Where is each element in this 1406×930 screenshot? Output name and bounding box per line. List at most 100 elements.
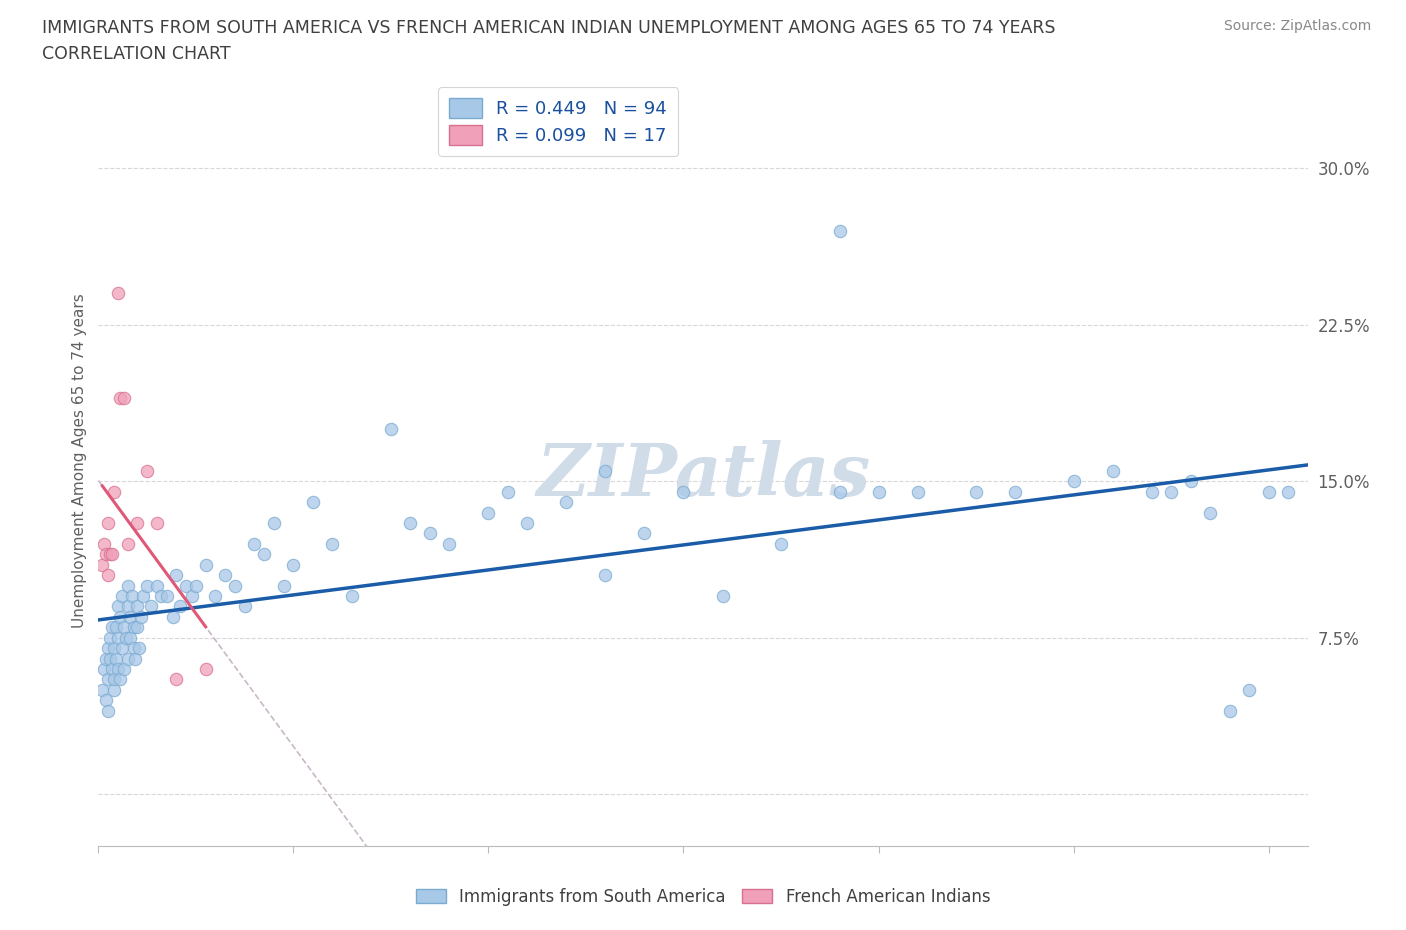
Point — [399, 515, 422, 530]
Text: Source: ZipAtlas.com: Source: ZipAtlas.com — [1223, 19, 1371, 33]
Point — [828, 223, 851, 238]
Point — [117, 599, 139, 614]
Point — [96, 547, 118, 562]
Point — [122, 619, 145, 634]
Point — [117, 651, 139, 666]
Point — [184, 578, 207, 593]
Point — [136, 463, 159, 478]
Point — [1237, 683, 1260, 698]
Legend: Immigrants from South America, French American Indians: Immigrants from South America, French Am… — [409, 881, 997, 912]
Point — [132, 589, 155, 604]
Point — [121, 589, 143, 604]
Point — [101, 547, 124, 562]
Point — [1180, 473, 1202, 488]
Point — [98, 547, 121, 562]
Point — [104, 619, 127, 634]
Point — [194, 557, 217, 572]
Point — [127, 619, 149, 634]
Point — [103, 683, 125, 698]
Point — [112, 619, 135, 634]
Point — [118, 631, 141, 645]
Point — [146, 515, 169, 530]
Point — [253, 547, 276, 562]
Point — [965, 485, 987, 499]
Point — [112, 661, 135, 676]
Point — [107, 286, 129, 301]
Point — [97, 703, 120, 718]
Point — [97, 567, 120, 582]
Point — [108, 672, 131, 687]
Point — [97, 515, 120, 530]
Point — [1199, 505, 1222, 520]
Point — [131, 609, 153, 624]
Point — [111, 589, 134, 604]
Point — [633, 526, 655, 541]
Point — [1101, 463, 1123, 478]
Point — [162, 609, 184, 624]
Point — [1140, 485, 1163, 499]
Point — [104, 651, 127, 666]
Point — [828, 485, 851, 499]
Point — [107, 661, 129, 676]
Point — [181, 589, 204, 604]
Point — [263, 515, 285, 530]
Point — [103, 641, 125, 656]
Point — [93, 661, 115, 676]
Point — [108, 609, 131, 624]
Point — [122, 641, 145, 656]
Point — [439, 537, 461, 551]
Y-axis label: Unemployment Among Ages 65 to 74 years: Unemployment Among Ages 65 to 74 years — [72, 293, 87, 628]
Point — [128, 641, 150, 656]
Point — [149, 589, 172, 604]
Point — [93, 537, 115, 551]
Point — [214, 567, 236, 582]
Point — [112, 391, 135, 405]
Point — [127, 515, 149, 530]
Point — [1257, 485, 1279, 499]
Point — [194, 661, 217, 676]
Point — [97, 672, 120, 687]
Point — [233, 599, 256, 614]
Point — [204, 589, 226, 604]
Text: CORRELATION CHART: CORRELATION CHART — [42, 45, 231, 62]
Point — [146, 578, 169, 593]
Point — [103, 485, 125, 499]
Point — [1063, 473, 1085, 488]
Point — [101, 619, 124, 634]
Point — [156, 589, 179, 604]
Point — [124, 651, 146, 666]
Point — [243, 537, 266, 551]
Point — [516, 515, 538, 530]
Point — [380, 421, 402, 436]
Point — [302, 495, 325, 510]
Point — [907, 485, 929, 499]
Text: IMMIGRANTS FROM SOUTH AMERICA VS FRENCH AMERICAN INDIAN UNEMPLOYMENT AMONG AGES : IMMIGRANTS FROM SOUTH AMERICA VS FRENCH … — [42, 19, 1056, 36]
Point — [111, 641, 134, 656]
Text: ZIPatlas: ZIPatlas — [536, 440, 870, 512]
Point — [98, 631, 121, 645]
Point — [769, 537, 792, 551]
Point — [224, 578, 246, 593]
Point — [496, 485, 519, 499]
Point — [108, 391, 131, 405]
Point — [107, 599, 129, 614]
Point — [419, 526, 441, 541]
Point — [672, 485, 695, 499]
Point — [1004, 485, 1026, 499]
Point — [139, 599, 162, 614]
Point — [96, 693, 118, 708]
Point — [101, 661, 124, 676]
Point — [96, 651, 118, 666]
Legend: R = 0.449   N = 94, R = 0.099   N = 17: R = 0.449 N = 94, R = 0.099 N = 17 — [439, 87, 678, 156]
Point — [136, 578, 159, 593]
Point — [118, 609, 141, 624]
Point — [103, 672, 125, 687]
Point — [1219, 703, 1241, 718]
Point — [273, 578, 295, 593]
Point — [127, 599, 149, 614]
Point — [117, 578, 139, 593]
Point — [321, 537, 343, 551]
Point — [595, 567, 617, 582]
Point — [97, 641, 120, 656]
Point — [174, 578, 197, 593]
